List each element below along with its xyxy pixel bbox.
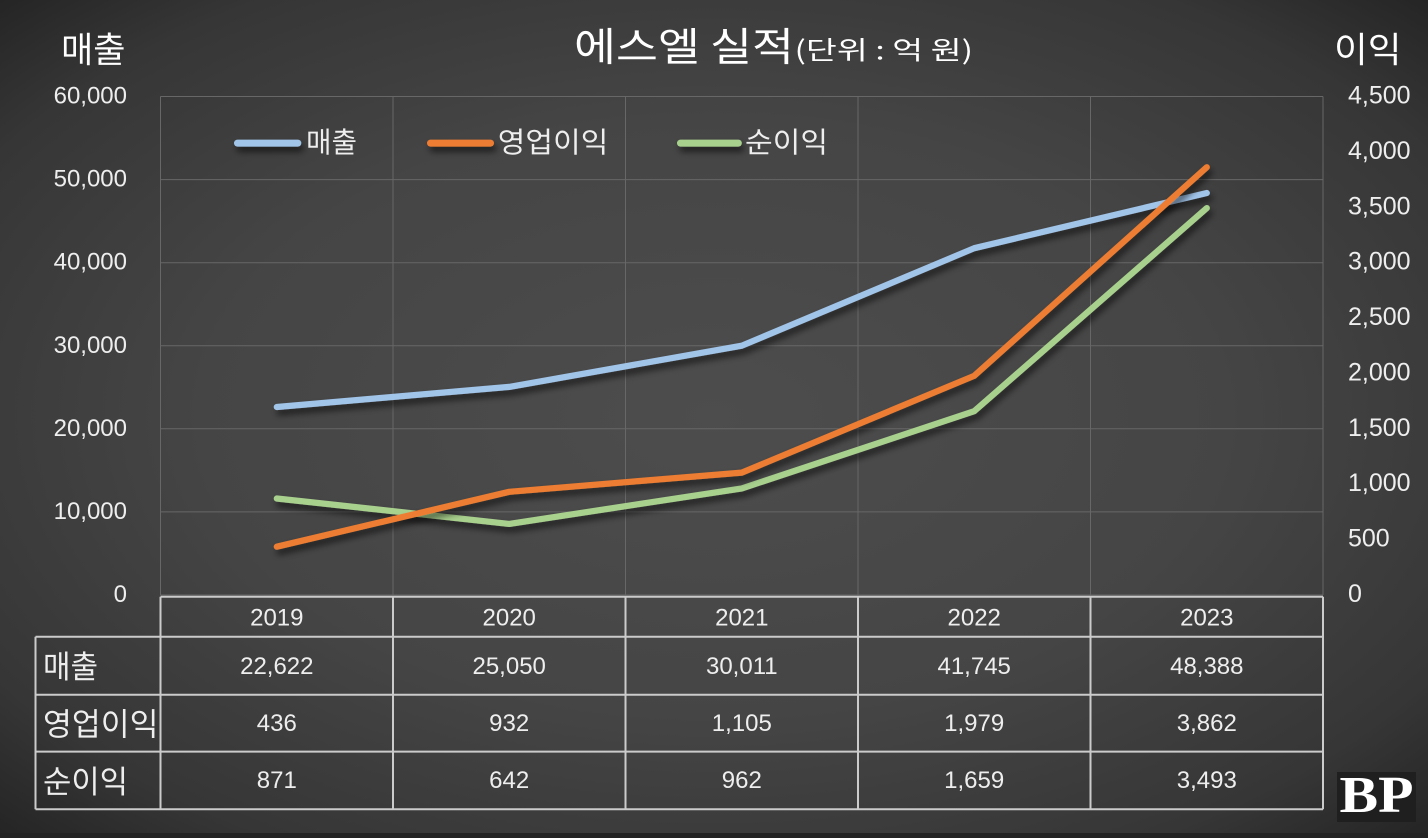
svg-text:3,500: 3,500	[1348, 192, 1411, 220]
svg-text:932: 932	[489, 710, 529, 737]
svg-text:1,659: 1,659	[944, 767, 1004, 794]
svg-text:3,862: 3,862	[1177, 710, 1237, 737]
svg-text:22,622: 22,622	[240, 653, 313, 680]
svg-text:1,500: 1,500	[1348, 414, 1411, 442]
svg-text:2021: 2021	[715, 605, 768, 632]
svg-text:0: 0	[1348, 580, 1362, 608]
svg-text:1,979: 1,979	[944, 710, 1004, 737]
svg-text:20,000: 20,000	[54, 415, 127, 442]
svg-text:2022: 2022	[948, 605, 1001, 632]
svg-text:BP: BP	[1340, 767, 1414, 824]
svg-text:1,105: 1,105	[712, 710, 772, 737]
svg-text:2,500: 2,500	[1348, 303, 1411, 331]
svg-text:962: 962	[722, 767, 762, 794]
svg-text:30,011: 30,011	[706, 653, 778, 680]
svg-text:60,000: 60,000	[54, 83, 127, 110]
svg-text:2,000: 2,000	[1348, 358, 1411, 386]
svg-text:50,000: 50,000	[54, 166, 127, 193]
svg-text:48,388: 48,388	[1170, 653, 1243, 680]
svg-text:41,745: 41,745	[937, 653, 1010, 680]
svg-text:0: 0	[114, 581, 127, 608]
svg-text:4,500: 4,500	[1348, 82, 1411, 110]
svg-text:500: 500	[1348, 525, 1390, 553]
svg-text:2019: 2019	[250, 605, 303, 632]
svg-text:40,000: 40,000	[54, 249, 127, 276]
svg-text:436: 436	[257, 710, 297, 737]
svg-text:4,000: 4,000	[1348, 137, 1411, 165]
svg-text:3,000: 3,000	[1348, 248, 1411, 276]
svg-text:10,000: 10,000	[54, 498, 127, 525]
svg-text:871: 871	[257, 767, 297, 794]
svg-text:642: 642	[489, 767, 529, 794]
svg-text:30,000: 30,000	[54, 332, 127, 359]
svg-text:2020: 2020	[483, 605, 536, 632]
svg-text:2023: 2023	[1180, 605, 1233, 632]
svg-text:3,493: 3,493	[1177, 767, 1237, 794]
svg-text:1,000: 1,000	[1348, 469, 1411, 497]
svg-text:25,050: 25,050	[472, 653, 545, 680]
